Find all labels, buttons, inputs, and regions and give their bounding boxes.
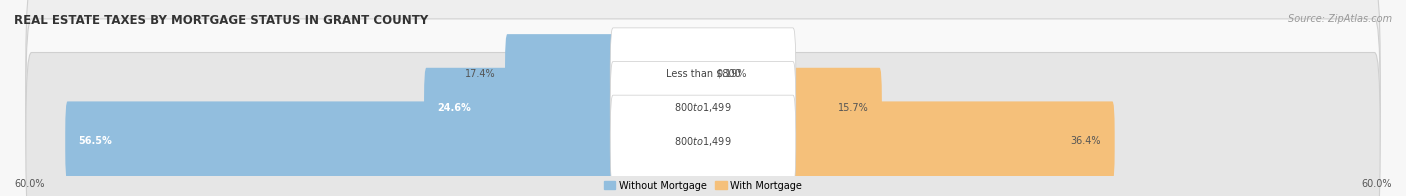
FancyBboxPatch shape — [425, 68, 706, 147]
FancyBboxPatch shape — [65, 101, 706, 181]
FancyBboxPatch shape — [700, 101, 1115, 181]
FancyBboxPatch shape — [610, 28, 796, 120]
Text: 56.5%: 56.5% — [79, 136, 112, 146]
FancyBboxPatch shape — [700, 34, 707, 114]
Text: 0.19%: 0.19% — [717, 69, 747, 79]
FancyBboxPatch shape — [610, 62, 796, 154]
FancyBboxPatch shape — [610, 95, 796, 187]
Text: $800 to $1,499: $800 to $1,499 — [675, 135, 731, 148]
Text: 60.0%: 60.0% — [14, 179, 45, 189]
Text: REAL ESTATE TAXES BY MORTGAGE STATUS IN GRANT COUNTY: REAL ESTATE TAXES BY MORTGAGE STATUS IN … — [14, 14, 429, 27]
FancyBboxPatch shape — [700, 68, 882, 147]
Text: Source: ZipAtlas.com: Source: ZipAtlas.com — [1288, 14, 1392, 24]
Text: 17.4%: 17.4% — [465, 69, 496, 79]
FancyBboxPatch shape — [25, 53, 1381, 196]
Text: $800 to $1,499: $800 to $1,499 — [675, 101, 731, 114]
Text: 15.7%: 15.7% — [838, 103, 869, 113]
Text: 60.0%: 60.0% — [1361, 179, 1392, 189]
FancyBboxPatch shape — [25, 19, 1381, 196]
FancyBboxPatch shape — [25, 0, 1381, 163]
Text: 24.6%: 24.6% — [437, 103, 471, 113]
Text: 36.4%: 36.4% — [1071, 136, 1101, 146]
Text: Less than $800: Less than $800 — [665, 69, 741, 79]
Legend: Without Mortgage, With Mortgage: Without Mortgage, With Mortgage — [600, 177, 806, 194]
FancyBboxPatch shape — [505, 34, 706, 114]
